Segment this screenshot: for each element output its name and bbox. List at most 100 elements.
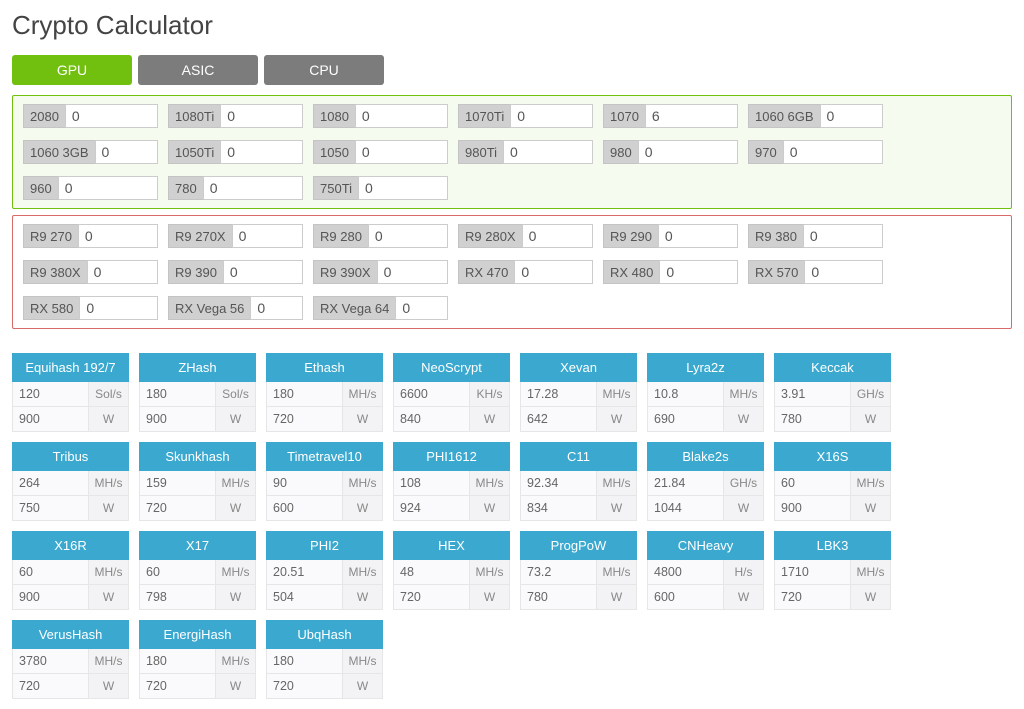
amd-count-input[interactable]	[87, 260, 158, 284]
algo-power-input[interactable]	[775, 496, 850, 520]
nvidia-count-input[interactable]	[638, 140, 738, 164]
algo-power-input[interactable]	[140, 496, 215, 520]
nvidia-count-input[interactable]	[820, 104, 883, 128]
algo-hash-input[interactable]	[267, 382, 342, 406]
algo-hash-input[interactable]	[267, 560, 342, 584]
algo-hash-input[interactable]	[775, 471, 850, 495]
algo-power-input[interactable]	[267, 496, 342, 520]
algo-power-input[interactable]	[267, 585, 342, 609]
nvidia-count-input[interactable]	[503, 140, 593, 164]
algo-hash-input[interactable]	[394, 560, 469, 584]
algo-power-input[interactable]	[775, 585, 850, 609]
nvidia-count-input[interactable]	[95, 140, 158, 164]
nvidia-item: 2080	[23, 104, 158, 128]
algo-hash-input[interactable]	[521, 471, 596, 495]
algo-hash-input[interactable]	[267, 471, 342, 495]
algo-hash-input[interactable]	[648, 471, 723, 495]
algo-name: Keccak	[774, 353, 891, 382]
algo-hash-input[interactable]	[13, 649, 88, 673]
tab-cpu[interactable]: CPU	[264, 55, 384, 85]
nvidia-count-input[interactable]	[355, 104, 448, 128]
amd-item: R9 280	[313, 224, 448, 248]
algo-name: Timetravel10	[266, 442, 383, 471]
algo-power-input[interactable]	[394, 496, 469, 520]
amd-count-input[interactable]	[514, 260, 593, 284]
amd-count-input[interactable]	[377, 260, 448, 284]
algo-power-input[interactable]	[140, 674, 215, 698]
nvidia-label: 1050Ti	[168, 140, 220, 164]
algo-power-input[interactable]	[521, 585, 596, 609]
tab-asic[interactable]: ASIC	[138, 55, 258, 85]
page-title: Crypto Calculator	[12, 10, 1012, 41]
nvidia-count-input[interactable]	[355, 140, 448, 164]
amd-count-input[interactable]	[79, 296, 158, 320]
nvidia-count-input[interactable]	[358, 176, 448, 200]
nvidia-count-input[interactable]	[220, 104, 303, 128]
nvidia-count-input[interactable]	[220, 140, 303, 164]
algo-card: TribusMH/sW	[12, 442, 129, 521]
amd-count-input[interactable]	[223, 260, 303, 284]
algo-power-input[interactable]	[394, 407, 469, 431]
algo-hash-input[interactable]	[521, 560, 596, 584]
algo-power-input[interactable]	[521, 496, 596, 520]
algo-power-input[interactable]	[394, 585, 469, 609]
amd-count-input[interactable]	[804, 260, 883, 284]
amd-count-input[interactable]	[368, 224, 448, 248]
algo-hash-input[interactable]	[648, 382, 723, 406]
amd-count-input[interactable]	[522, 224, 593, 248]
algo-hash-input[interactable]	[13, 471, 88, 495]
algo-power-input[interactable]	[648, 407, 723, 431]
nvidia-count-input[interactable]	[65, 104, 158, 128]
algo-hash-input[interactable]	[775, 560, 850, 584]
nvidia-count-input[interactable]	[203, 176, 303, 200]
algo-power-input[interactable]	[140, 585, 215, 609]
algo-name: HEX	[393, 531, 510, 560]
amd-count-input[interactable]	[78, 224, 158, 248]
algo-hash-input[interactable]	[13, 382, 88, 406]
algo-power-input[interactable]	[140, 407, 215, 431]
nvidia-count-input[interactable]	[510, 104, 593, 128]
algo-power-input[interactable]	[13, 674, 88, 698]
algo-power-input[interactable]	[648, 585, 723, 609]
algo-power-input[interactable]	[521, 407, 596, 431]
algo-hash-input[interactable]	[140, 471, 215, 495]
algo-hash-input[interactable]	[394, 471, 469, 495]
amd-count-input[interactable]	[250, 296, 303, 320]
amd-count-input[interactable]	[659, 260, 738, 284]
algo-power-input[interactable]	[775, 407, 850, 431]
algo-power-unit: W	[342, 407, 382, 431]
amd-count-input[interactable]	[232, 224, 303, 248]
algo-hash-input[interactable]	[648, 560, 723, 584]
amd-count-input[interactable]	[658, 224, 738, 248]
algo-power-unit: W	[88, 496, 128, 520]
algo-power-input[interactable]	[648, 496, 723, 520]
algo-power-unit: W	[88, 585, 128, 609]
algo-power-unit: W	[596, 407, 636, 431]
nvidia-count-input[interactable]	[783, 140, 883, 164]
nvidia-count-input[interactable]	[58, 176, 158, 200]
nvidia-item: 1070Ti	[458, 104, 593, 128]
algo-power-unit: W	[342, 585, 382, 609]
algo-hash-input[interactable]	[521, 382, 596, 406]
algo-hash-input[interactable]	[394, 382, 469, 406]
algo-hash-unit: MH/s	[342, 471, 382, 495]
tab-gpu[interactable]: GPU	[12, 55, 132, 85]
algo-power-input[interactable]	[13, 496, 88, 520]
amd-count-input[interactable]	[803, 224, 883, 248]
algo-power-unit: W	[469, 496, 509, 520]
algo-power-input[interactable]	[13, 407, 88, 431]
algo-hash-unit: MH/s	[469, 471, 509, 495]
algo-power-input[interactable]	[267, 674, 342, 698]
algo-power-input[interactable]	[13, 585, 88, 609]
nvidia-count-input[interactable]	[645, 104, 738, 128]
algo-hash-unit: GH/s	[723, 471, 763, 495]
algo-hash-input[interactable]	[13, 560, 88, 584]
algo-power-input[interactable]	[267, 407, 342, 431]
algo-hash-input[interactable]	[140, 560, 215, 584]
algo-hash-input[interactable]	[140, 649, 215, 673]
algo-card: PHI1612MH/sW	[393, 442, 510, 521]
algo-hash-input[interactable]	[140, 382, 215, 406]
amd-count-input[interactable]	[395, 296, 448, 320]
algo-hash-input[interactable]	[775, 382, 850, 406]
algo-hash-input[interactable]	[267, 649, 342, 673]
